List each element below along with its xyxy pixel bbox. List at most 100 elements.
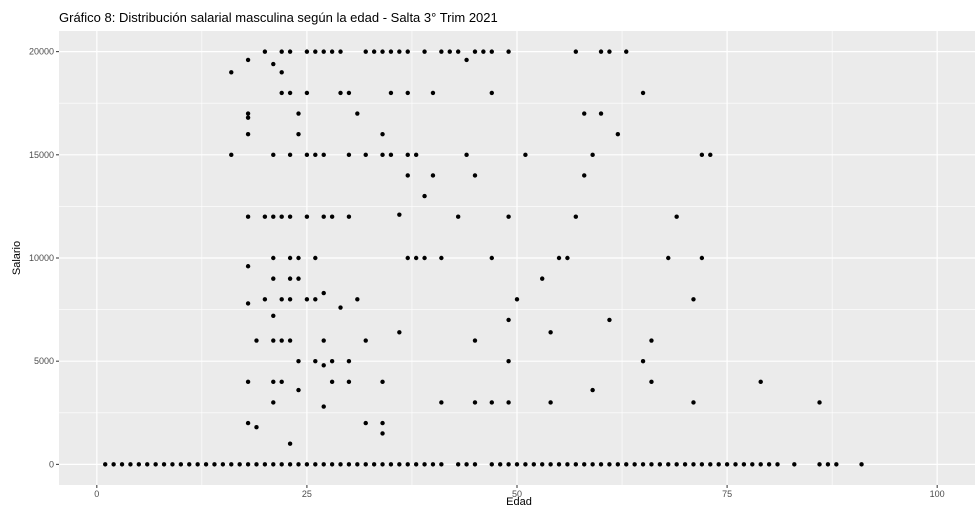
data-point [287, 297, 293, 302]
data-point [489, 255, 494, 261]
data-point [380, 431, 385, 436]
data-point [489, 49, 494, 54]
data-point [682, 462, 688, 467]
data-point [329, 214, 335, 219]
data-point [472, 462, 478, 467]
data-point [195, 462, 200, 467]
data-point [346, 214, 352, 219]
data-point [271, 400, 276, 405]
data-point [573, 214, 579, 219]
data-point [405, 462, 410, 467]
data-point [464, 57, 469, 63]
data-point [472, 338, 478, 343]
data-point [565, 255, 570, 261]
data-point [422, 49, 427, 54]
data-point [397, 462, 402, 467]
data-point [245, 462, 251, 467]
data-point [279, 338, 284, 343]
data-point [321, 290, 326, 296]
data-point [271, 276, 276, 281]
data-point [380, 152, 385, 158]
data-point [279, 379, 284, 385]
data-point [699, 462, 705, 467]
data-point [220, 462, 226, 467]
x-axis: 0 25 50 75 100 [94, 485, 945, 499]
y-tick-label: 20000 [29, 47, 54, 57]
data-point [254, 338, 259, 343]
data-point [313, 255, 318, 261]
data-point [262, 462, 268, 467]
data-point [859, 462, 864, 467]
data-point [758, 379, 763, 385]
data-point [245, 115, 251, 120]
data-point [582, 111, 587, 116]
data-point [371, 462, 377, 467]
data-point [624, 462, 629, 467]
data-point [271, 255, 276, 261]
data-point [506, 214, 511, 219]
data-point [245, 301, 251, 306]
data-point [750, 462, 755, 467]
data-point [439, 400, 444, 405]
data-point [279, 70, 284, 75]
data-point [229, 462, 234, 467]
data-point [287, 90, 293, 96]
x-tick-label: 50 [512, 489, 522, 499]
data-point [187, 462, 192, 467]
data-point [388, 462, 394, 467]
data-point [607, 317, 612, 323]
data-point [590, 387, 595, 393]
chart-title: Gráfico 8: Distribución salarial masculi… [59, 10, 498, 25]
y-axis: 0 5000 10000 15000 20000 [29, 47, 59, 469]
data-point [497, 462, 503, 467]
data-point [430, 462, 436, 467]
data-point [691, 462, 696, 467]
data-points [103, 49, 864, 467]
data-point [615, 462, 621, 467]
y-tick-label: 0 [49, 459, 54, 469]
data-point [245, 131, 251, 137]
data-point [304, 49, 310, 54]
data-point [271, 214, 276, 219]
data-point [422, 462, 427, 467]
data-point [489, 90, 494, 96]
data-point [666, 462, 671, 467]
data-point [287, 441, 293, 446]
data-point [649, 379, 654, 385]
data-point [245, 379, 251, 385]
data-point [439, 462, 444, 467]
data-point [245, 57, 251, 63]
y-tick-label: 10000 [29, 253, 54, 263]
data-point [287, 214, 293, 219]
data-point [346, 90, 352, 96]
data-point [338, 49, 343, 54]
data-point [514, 462, 520, 467]
data-point [245, 111, 251, 116]
data-point [136, 462, 142, 467]
data-point [329, 462, 335, 467]
data-point [363, 338, 368, 343]
data-point [825, 462, 831, 467]
data-point [573, 49, 579, 54]
data-point [472, 173, 478, 178]
data-point [380, 462, 385, 467]
data-point [514, 297, 520, 302]
data-point [119, 462, 125, 467]
data-point [422, 255, 427, 261]
data-point [313, 297, 318, 302]
data-point [321, 462, 326, 467]
data-point [321, 404, 326, 409]
data-point [455, 214, 461, 219]
data-point [128, 462, 133, 467]
data-point [708, 152, 713, 158]
data-point [296, 387, 301, 393]
data-point [304, 152, 310, 158]
data-point [607, 49, 612, 54]
data-point [455, 49, 461, 54]
data-point [170, 462, 175, 467]
x-tick-label: 100 [930, 489, 945, 499]
y-tick-label: 15000 [29, 150, 54, 160]
data-point [405, 90, 410, 96]
